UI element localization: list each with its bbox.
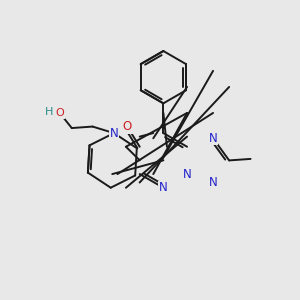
Text: N: N [209,132,218,145]
Text: O: O [56,108,64,118]
Text: N: N [209,176,218,189]
Text: N: N [110,127,118,140]
Text: N: N [183,168,191,181]
Text: O: O [123,120,132,133]
Text: H: H [44,107,53,117]
Text: N: N [159,181,168,194]
